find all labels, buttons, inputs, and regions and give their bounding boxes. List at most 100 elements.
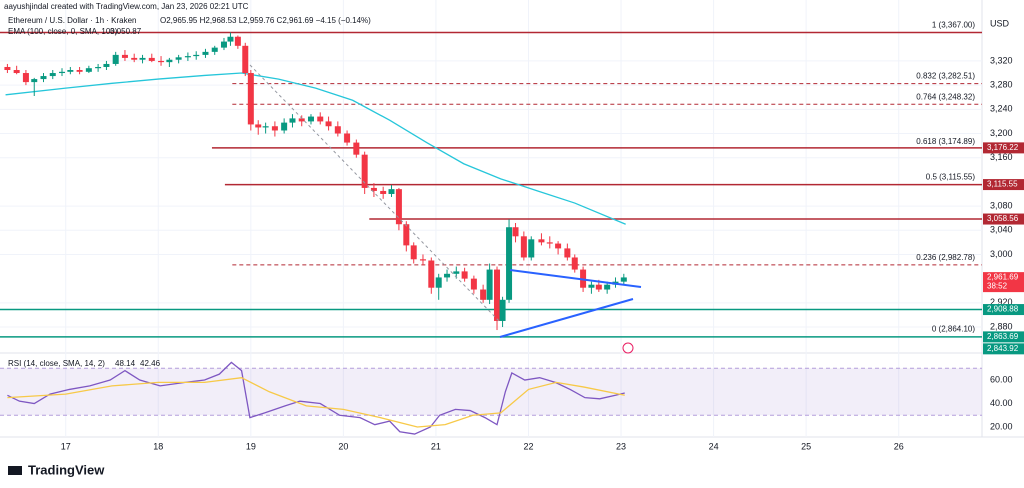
rsi-label: RSI (14, close, SMA, 14, 2)	[8, 359, 105, 368]
x-tick-label: 24	[709, 441, 719, 451]
price-tag-label: 2,843.92	[987, 344, 1019, 353]
candle-body	[139, 57, 146, 60]
candle-body	[317, 116, 324, 122]
alert-icon[interactable]	[622, 342, 634, 354]
price-tag-label: 2,961.69	[987, 273, 1019, 282]
fib-label: 0.618 (3,174.89)	[916, 137, 975, 146]
rsi-tick-label: 20.00	[990, 421, 1013, 431]
candle-body	[334, 126, 341, 134]
candle-body	[388, 189, 395, 194]
candle-body	[262, 126, 269, 128]
candle-body	[444, 273, 451, 278]
plot: 17 18 19 20 21 22 23 24 25 26 3,320 3,280 3,240 3,200…	[0, 0, 1024, 451]
ohlc: O2,965.95 H2,968.53 L2,959.76 C2,961.69 …	[160, 16, 371, 25]
candle-body	[121, 54, 128, 58]
candle-body	[325, 121, 332, 127]
x-tick-label: 22	[523, 441, 533, 451]
price-tag	[983, 213, 1024, 225]
price-tag-label: 3,058.56	[987, 214, 1019, 223]
candle-body	[428, 260, 435, 288]
candle-body	[22, 73, 29, 83]
x-tick-label: 20	[338, 441, 348, 451]
candle-body	[4, 66, 11, 71]
candle-body	[419, 259, 426, 261]
candle-body	[148, 57, 155, 61]
candle-body	[234, 36, 241, 46]
currency: USD	[990, 18, 1010, 28]
candle-body	[555, 243, 562, 249]
y-tick-label: 3,240	[990, 104, 1013, 114]
price-tag-label: 3,176.22	[987, 143, 1019, 152]
logo-text: TradingView	[28, 462, 105, 477]
price-tag	[983, 331, 1024, 343]
candle-body	[255, 124, 262, 128]
candle-body	[512, 227, 519, 237]
candle-body	[49, 73, 56, 77]
candle-body	[85, 68, 92, 72]
rsi-band	[0, 368, 982, 416]
price-tag	[983, 272, 1024, 293]
candle-body	[564, 248, 571, 258]
triangle-upper-line	[509, 269, 642, 288]
candle-body	[103, 63, 110, 67]
rsi-ma-value: 42.46	[140, 359, 161, 368]
rsi-tick-label: 60.00	[990, 374, 1013, 384]
candle-body	[31, 79, 38, 83]
candle-body	[281, 122, 288, 131]
candle-body	[395, 189, 402, 225]
price-tag	[983, 343, 1024, 355]
price-tag-label: 3,115.55	[987, 180, 1018, 189]
rsi-line	[7, 377, 625, 428]
candle-body	[528, 239, 535, 258]
price-tag-label: 2,908.88	[987, 305, 1019, 314]
candle-body	[220, 41, 227, 48]
y-tick-label: 3,200	[990, 128, 1013, 138]
candle-body	[620, 277, 627, 282]
rsi-value: 48.14	[115, 359, 136, 368]
logo-mark	[8, 466, 22, 475]
x-tick-label: 18	[153, 441, 163, 451]
fib-label: 0.5 (3,115.55)	[926, 173, 976, 182]
candle-body	[76, 70, 83, 72]
rsi-tick-label: 40.00	[990, 398, 1013, 408]
candle-body	[499, 299, 506, 321]
candle-body	[271, 126, 278, 131]
created-note: aayushjindal created with TradingView.co…	[4, 2, 249, 11]
x-tick-label: 26	[894, 441, 904, 451]
countdown: 38:52	[987, 282, 1008, 291]
y-tick-label: 3,160	[990, 152, 1013, 162]
candle-body	[370, 187, 377, 191]
triangle-lower-line	[499, 298, 634, 338]
candle-body	[604, 284, 611, 290]
candle-body	[202, 51, 209, 55]
ema-label: EMA (100, close, 0, SMA, 100)	[8, 27, 118, 36]
x-tick-label: 25	[801, 441, 811, 451]
ema-value: 3,050.87	[110, 27, 142, 36]
candle-body	[588, 284, 595, 288]
candle-body	[67, 70, 74, 72]
candle-body	[95, 66, 102, 69]
fib-label: 0.764 (3,248.32)	[916, 92, 975, 101]
candle-body	[494, 269, 501, 321]
candle-body	[538, 239, 545, 243]
x-tick-label: 19	[246, 441, 256, 451]
price-tag	[983, 304, 1024, 316]
y-tick-label: 3,280	[990, 80, 1013, 90]
candle-body	[410, 245, 417, 260]
candle-body	[112, 54, 119, 64]
y-tick-label: 2,880	[990, 321, 1013, 331]
candle-body	[453, 271, 460, 274]
fib-label: 1 (3,367.00)	[932, 21, 975, 30]
logo[interactable]: TradingView	[8, 462, 105, 477]
y-tick-label: 3,080	[990, 200, 1013, 210]
candle-body	[380, 190, 387, 194]
candle-body	[520, 236, 527, 258]
y-tick-label: 2,920	[990, 297, 1013, 307]
candle-body	[461, 271, 468, 279]
candle-body	[242, 45, 249, 74]
candle-body	[184, 56, 191, 58]
fib-label: 0 (2,864.10)	[932, 325, 975, 334]
candle-body	[307, 116, 314, 122]
candle-body	[361, 154, 368, 188]
